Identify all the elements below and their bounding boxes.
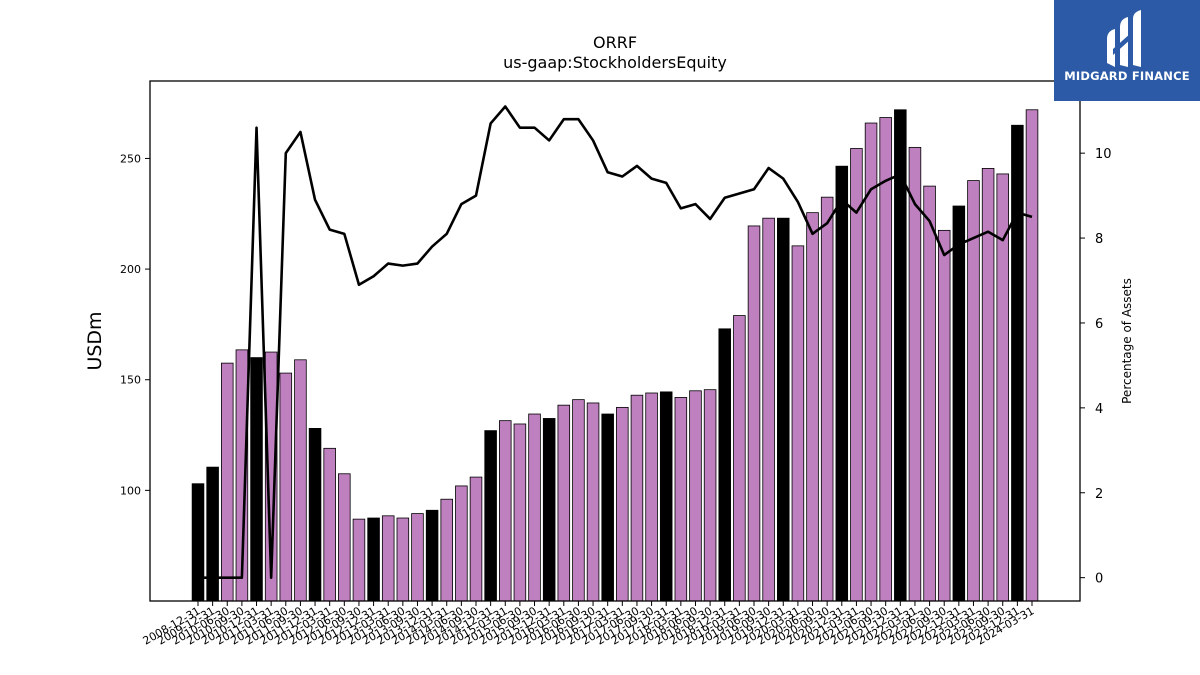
bar-2022-03-31 (908, 146, 922, 602)
bar-2012-06-30 (338, 473, 351, 602)
bar-2019-03-31 (733, 315, 746, 602)
bar-2017-03-31 (616, 406, 629, 602)
bar-2014-12-31 (484, 430, 497, 602)
bar-2008-12-31 (191, 483, 205, 602)
y-tick-label: 100 (120, 484, 141, 497)
logo-text: MIDGARD FINANCE (1064, 69, 1190, 83)
bar-2010-12-31 (250, 357, 263, 602)
bar-2023-12-31 (1011, 124, 1024, 602)
y-tick-label: 150 (120, 374, 141, 387)
y2-tick-label: 6 (1095, 317, 1103, 332)
bar-2022-12-31 (952, 205, 966, 602)
bar-2013-03-31 (381, 515, 395, 602)
y-tick-label: 250 (120, 152, 141, 165)
bar-2016-09-30 (586, 402, 600, 602)
bar-2016-03-31 (557, 404, 571, 602)
bar-2015-03-31 (499, 420, 512, 602)
bar-2016-12-31 (601, 413, 614, 602)
bar-2020-09-30 (820, 196, 834, 602)
bar-2014-06-30 (455, 485, 468, 602)
chart-title: ORRF (593, 33, 637, 52)
y2-tick-label: 4 (1095, 402, 1103, 417)
plot-frame (149, 80, 1081, 602)
bar-2013-06-30 (396, 517, 410, 602)
bar-2022-06-30 (923, 185, 936, 602)
bar-2017-06-30 (630, 394, 644, 602)
bar-2019-12-31 (777, 217, 790, 602)
bar-2018-03-31 (674, 397, 688, 602)
y2-tick-label: 8 (1095, 232, 1103, 247)
bar-2021-03-31 (850, 148, 863, 602)
percentage-line (198, 105, 1033, 579)
bar-2012-09-30 (352, 518, 366, 602)
bar-2017-09-30 (645, 392, 658, 602)
bar-2012-12-31 (367, 517, 380, 602)
bar-2023-03-31 (967, 180, 980, 602)
bar-2016-06-30 (572, 399, 585, 602)
bar-2015-12-31 (542, 418, 556, 602)
midgard-logo-icon (1107, 10, 1141, 67)
bar-2009-12-31 (206, 466, 219, 602)
x-axis: 2008-12-312009-12-312010-06-302010-09-30… (141, 601, 1037, 648)
y2-tick-label: 0 (1095, 572, 1103, 587)
bar-2010-06-30 (221, 362, 234, 602)
bar-2018-09-30 (703, 389, 717, 602)
bar-2017-12-31 (659, 391, 673, 602)
chart-subtitle: us-gaap:StockholdersEquity (503, 53, 727, 72)
bar-2013-09-30 (411, 513, 424, 602)
y2-tick-label: 2 (1095, 487, 1103, 502)
y-tick-label: 200 (120, 263, 141, 276)
midgard-finance-logo: MIDGARD FINANCE (1054, 0, 1200, 101)
bar-2014-03-31 (440, 498, 453, 602)
bar-2018-12-31 (718, 328, 731, 602)
bar-series (191, 109, 1039, 602)
y-axis: 100 150 200 250 (120, 152, 150, 497)
bar-2021-09-30 (879, 117, 892, 602)
bar-2018-06-30 (689, 390, 702, 602)
bar-2015-06-30 (513, 423, 527, 602)
bar-2022-09-30 (937, 229, 951, 602)
bar-2020-06-30 (806, 212, 819, 602)
bar-2020-03-31 (791, 245, 805, 602)
bar-2014-09-30 (469, 476, 483, 602)
bar-2019-09-30 (762, 217, 775, 602)
y2-tick-label: 10 (1095, 147, 1112, 162)
bar-2011-12-31 (308, 427, 322, 602)
bar-2013-12-31 (425, 509, 439, 602)
y-axis-label: USDm (84, 311, 106, 370)
bar-2011-06-30 (279, 372, 293, 602)
bar-2024-03-31 (1025, 109, 1039, 602)
bar-2020-12-31 (835, 165, 849, 602)
bar-2012-03-31 (323, 447, 336, 602)
y2-axis-label: Percentage of Assets (1120, 278, 1134, 404)
bar-2011-09-30 (294, 359, 307, 602)
bar-2015-09-30 (528, 413, 541, 602)
y2-axis: 0 2 4 6 8 10 (1080, 147, 1112, 587)
bar-2019-06-30 (747, 225, 761, 602)
